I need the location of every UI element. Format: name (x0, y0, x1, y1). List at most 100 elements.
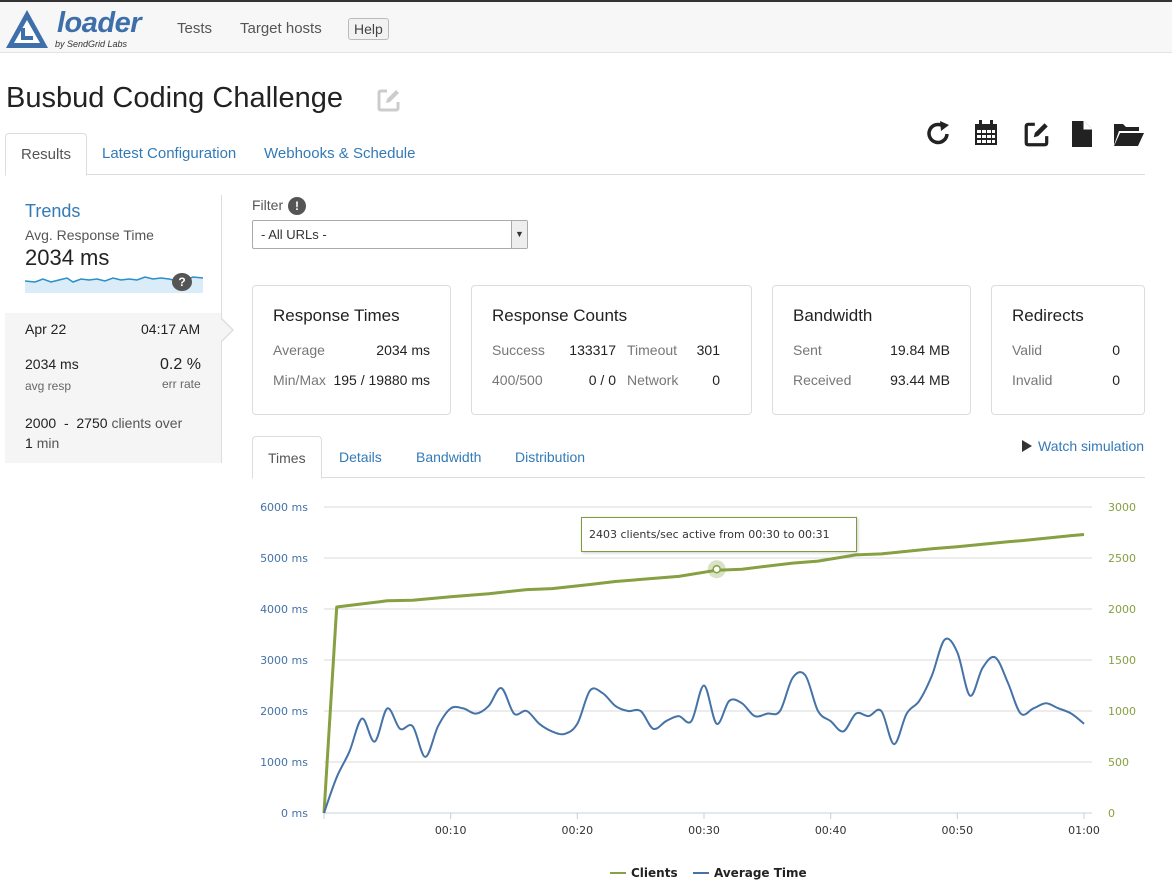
average-label: Average (273, 342, 325, 358)
valid-label: Valid (1012, 342, 1043, 358)
card-title: Response Times (273, 306, 400, 325)
y-left-tick-label: 5000 ms (260, 552, 308, 565)
trend-help-icon[interactable]: ? (172, 273, 192, 291)
url-filter-select[interactable]: - All URLs - ▼ (252, 220, 528, 249)
hover-point (712, 564, 721, 574)
run-err-rate: 0.2 % (160, 356, 201, 373)
chart-tooltip: 2403 clients/sec active from 00:30 to 00… (581, 517, 857, 552)
sent-label: Sent (793, 342, 822, 358)
run-time: 04:17 AM (141, 321, 201, 337)
sent-value: 19.84 MB (890, 342, 950, 358)
y-left-tick-label: 2000 ms (260, 705, 308, 718)
average-value: 2034 ms (376, 342, 430, 358)
run-clients-summary: 2000 - 2750 clients over 1 min (25, 413, 215, 453)
watch-simulation-label: Watch simulation (1038, 438, 1145, 454)
error-codes-value: 0 / 0 (588, 372, 616, 388)
run-clients-dash: - (63, 415, 69, 431)
filter-info-icon[interactable]: ! (288, 197, 306, 215)
response-times-card: Response Times Average 2034 ms Min/Max 1… (252, 285, 451, 415)
y-left-tick-label: 6000 ms (260, 501, 308, 514)
run-clients-from: 2000 (25, 415, 57, 431)
edit-icon[interactable] (1023, 120, 1051, 148)
y-left-tick-label: 3000 ms (260, 654, 308, 667)
x-tick-label: 00:10 (435, 824, 467, 837)
page-title: Busbud Coding Challenge (6, 82, 343, 114)
minmax-label: Min/Max (273, 372, 326, 388)
document-icon[interactable] (1071, 120, 1093, 148)
legend-label-clients: Clients (631, 866, 678, 880)
invalid-value: 0 (1112, 372, 1120, 388)
nav-help-button[interactable]: Help (348, 18, 389, 40)
legend-label-average-time: Average Time (714, 866, 807, 880)
x-tick-label: 00:40 (815, 824, 847, 837)
run-err-rate-label: err rate (162, 377, 201, 391)
invalid-label: Invalid (1012, 372, 1053, 388)
tab-webhooks-schedule[interactable]: Webhooks & Schedule (264, 145, 416, 162)
series-line-clients (322, 533, 1085, 814)
trend-sparkline (25, 276, 203, 293)
redirects-card: Redirects Valid 0 Invalid 0 (991, 285, 1145, 415)
nav-target-hosts[interactable]: Target hosts (240, 20, 322, 37)
edit-title-icon[interactable] (376, 87, 402, 113)
logo-subtitle: by SendGrid Labs (55, 39, 128, 49)
success-label: Success (492, 342, 545, 358)
received-label: Received (793, 372, 852, 388)
trend-metric-value: 2034 ms (25, 245, 110, 270)
x-tick-label: 00:30 (688, 824, 720, 837)
valid-value: 0 (1112, 342, 1120, 358)
calendar-icon[interactable] (974, 120, 998, 146)
y-right-tick-label: 2500 (1108, 552, 1136, 565)
nav-tests[interactable]: Tests (177, 20, 213, 37)
network-label: Network (627, 372, 679, 388)
run-avg-resp: 2034 ms (25, 356, 79, 372)
x-tick-label: 00:20 (561, 824, 593, 837)
times-chart[interactable]: 0 ms 0 1000 ms 500 2000 ms 1000 3000 ms 1500 400… (252, 490, 1145, 890)
run-avg-resp-label: avg resp (25, 379, 72, 393)
run-date: Apr 22 (25, 321, 67, 337)
filter-label: Filter (252, 197, 284, 213)
chevron-down-icon: ▼ (511, 221, 527, 248)
play-icon (1022, 440, 1032, 452)
series-line-average-time (323, 637, 1085, 814)
x-tick-label: 00:50 (941, 824, 973, 837)
tab-times[interactable]: Times (252, 436, 322, 479)
trend-metric-label: Avg. Response Time (25, 227, 154, 243)
run-clients-to: 2750 (76, 415, 108, 431)
card-title: Bandwidth (793, 306, 873, 325)
y-left-tick-label: 0 ms (281, 807, 308, 820)
tab-results[interactable]: Results (5, 133, 88, 176)
run-duration: 1 (25, 435, 33, 451)
top-navbar: loader by SendGrid Labs Tests Target hos… (0, 0, 1172, 53)
trends-title[interactable]: Trends (25, 201, 81, 221)
y-left-tick-label: 4000 ms (260, 603, 308, 616)
refresh-icon[interactable] (926, 120, 952, 148)
folder-open-icon[interactable] (1113, 120, 1145, 148)
tab-bandwidth[interactable]: Bandwidth (416, 449, 482, 465)
main-tabs: Results Latest Configuration Webhooks & … (5, 133, 1145, 176)
y-right-tick-label: 2000 (1108, 603, 1136, 616)
y-left-tick-label: 1000 ms (260, 756, 308, 769)
selected-run-pointer-fill (221, 319, 232, 341)
response-counts-card: Response Counts Success 133317 Timeout 3… (471, 285, 752, 415)
tab-distribution[interactable]: Distribution (515, 449, 586, 465)
x-tick-label: 01:00 (1068, 824, 1100, 837)
y-right-tick-label: 1000 (1108, 705, 1136, 718)
timeout-label: Timeout (627, 342, 678, 358)
card-title: Response Counts (492, 306, 628, 325)
y-right-tick-label: 3000 (1108, 501, 1136, 514)
watch-simulation-link[interactable]: Watch simulation (1022, 438, 1144, 454)
run-clients-over: clients over (111, 415, 183, 431)
bandwidth-card: Bandwidth Sent 19.84 MB Received 93.44 M… (772, 285, 971, 415)
card-title: Redirects (1012, 306, 1084, 325)
y-right-tick-label: 500 (1108, 756, 1129, 769)
tab-latest-configuration[interactable]: Latest Configuration (102, 145, 237, 162)
timeout-value: 301 (696, 342, 720, 358)
trends-panel: Trends Avg. Response Time 2034 ms ? (5, 195, 221, 313)
url-filter-value: - All URLs - (261, 227, 327, 242)
loader-logo[interactable]: loader by SendGrid Labs (5, 7, 145, 51)
run-duration-unit: min (36, 435, 60, 451)
error-codes-label: 400/500 (492, 372, 543, 388)
logo-wordmark: loader (57, 7, 142, 39)
success-value: 133317 (569, 342, 616, 358)
tab-details[interactable]: Details (339, 449, 382, 465)
